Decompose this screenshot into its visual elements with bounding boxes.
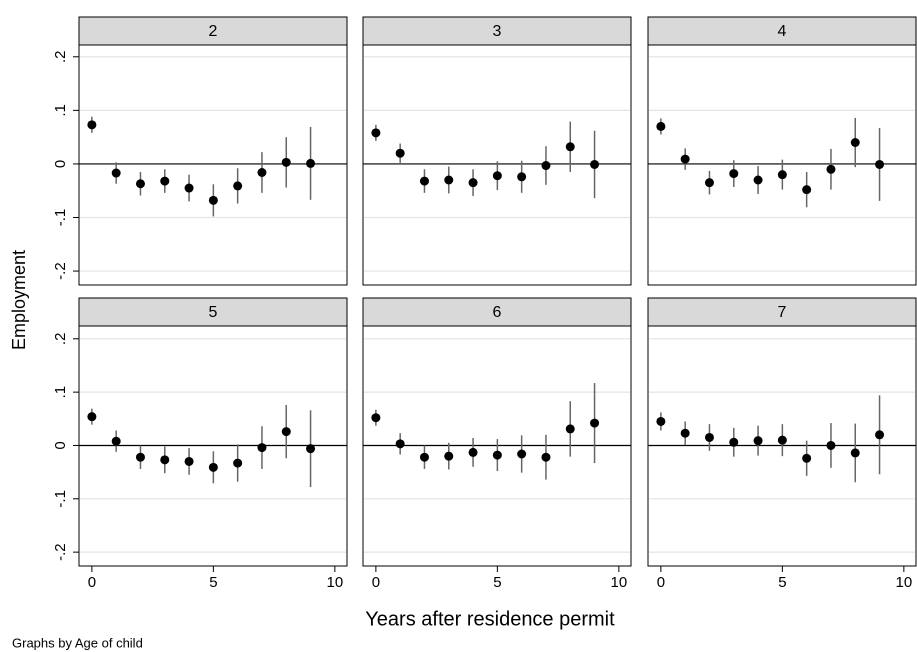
panel-header [362, 297, 632, 327]
x-tick-label: 0 [372, 574, 380, 591]
point [306, 444, 316, 454]
x-tick-label: 10 [611, 574, 628, 591]
point [875, 430, 885, 440]
point [704, 178, 714, 188]
point [517, 172, 527, 182]
point [135, 179, 145, 189]
point [444, 451, 454, 461]
point [729, 169, 739, 179]
point [257, 443, 267, 453]
x-tick-label: 0 [657, 574, 665, 591]
panel-title: 6 [493, 304, 502, 321]
point [565, 142, 575, 152]
point [590, 418, 600, 428]
point [160, 176, 170, 186]
x-tick-label: 10 [327, 574, 344, 591]
point [541, 161, 551, 171]
point [281, 157, 291, 167]
panel-title: 2 [209, 23, 218, 40]
panel-title: 3 [493, 23, 502, 40]
y-tick-label: .2 [52, 333, 69, 346]
point [87, 120, 97, 130]
note: Graphs by Age of child [12, 635, 143, 650]
point [371, 128, 381, 138]
point [111, 168, 121, 178]
point [419, 176, 429, 186]
x-tick-label: 5 [209, 574, 217, 591]
y-tick-label: -.1 [52, 490, 69, 508]
point [753, 436, 763, 446]
y-tick-label: -.2 [52, 543, 69, 561]
point [111, 436, 121, 446]
point [753, 175, 763, 185]
point [184, 183, 194, 193]
x-tick-label: 5 [778, 574, 786, 591]
point [729, 437, 739, 447]
point [184, 456, 194, 466]
point [233, 181, 243, 191]
point [492, 450, 502, 460]
point [826, 164, 836, 174]
point [281, 427, 291, 437]
panel-header [362, 16, 632, 46]
y-tick-label: 0 [52, 441, 69, 449]
point [517, 449, 527, 459]
point [444, 175, 454, 185]
point [87, 412, 97, 422]
point [802, 185, 812, 195]
x-tick-label: 10 [896, 574, 913, 591]
panel-header [78, 16, 348, 46]
point [233, 458, 243, 468]
y-axis-label: Employment [9, 250, 29, 350]
point [208, 462, 218, 472]
panel-title: 7 [778, 304, 787, 321]
point [208, 195, 218, 205]
x-tick-label: 0 [88, 574, 96, 591]
plot-area [78, 44, 348, 286]
point [492, 171, 502, 181]
y-tick-label: .2 [52, 51, 69, 64]
point [468, 447, 478, 457]
point [656, 121, 666, 131]
point [160, 455, 170, 465]
point [395, 439, 405, 449]
point [680, 154, 690, 164]
point [257, 168, 267, 177]
point [541, 452, 551, 462]
x-tick-label: 5 [493, 574, 501, 591]
point [777, 170, 787, 180]
point [565, 424, 575, 434]
point [704, 432, 714, 442]
point [395, 148, 405, 158]
y-tick-label: .1 [52, 104, 69, 117]
panel-header [647, 16, 917, 46]
panel-title: 4 [778, 23, 787, 40]
point [680, 428, 690, 438]
point [875, 159, 885, 169]
point [590, 159, 600, 169]
point [802, 453, 812, 463]
point [850, 138, 860, 147]
y-tick-label: -.2 [52, 262, 69, 280]
y-tick-label: 0 [52, 160, 69, 168]
y-tick-label: .1 [52, 386, 69, 399]
point [306, 158, 316, 168]
point [656, 416, 666, 426]
panel-title: 5 [209, 304, 218, 321]
point [135, 452, 145, 462]
x-axis-label: Years after residence permit [365, 608, 615, 630]
panel-header [78, 297, 348, 327]
point [850, 448, 860, 458]
point [419, 452, 429, 462]
point [468, 178, 478, 188]
point [777, 435, 787, 445]
y-tick-label: -.1 [52, 209, 69, 227]
point [826, 440, 836, 450]
point [371, 413, 381, 423]
